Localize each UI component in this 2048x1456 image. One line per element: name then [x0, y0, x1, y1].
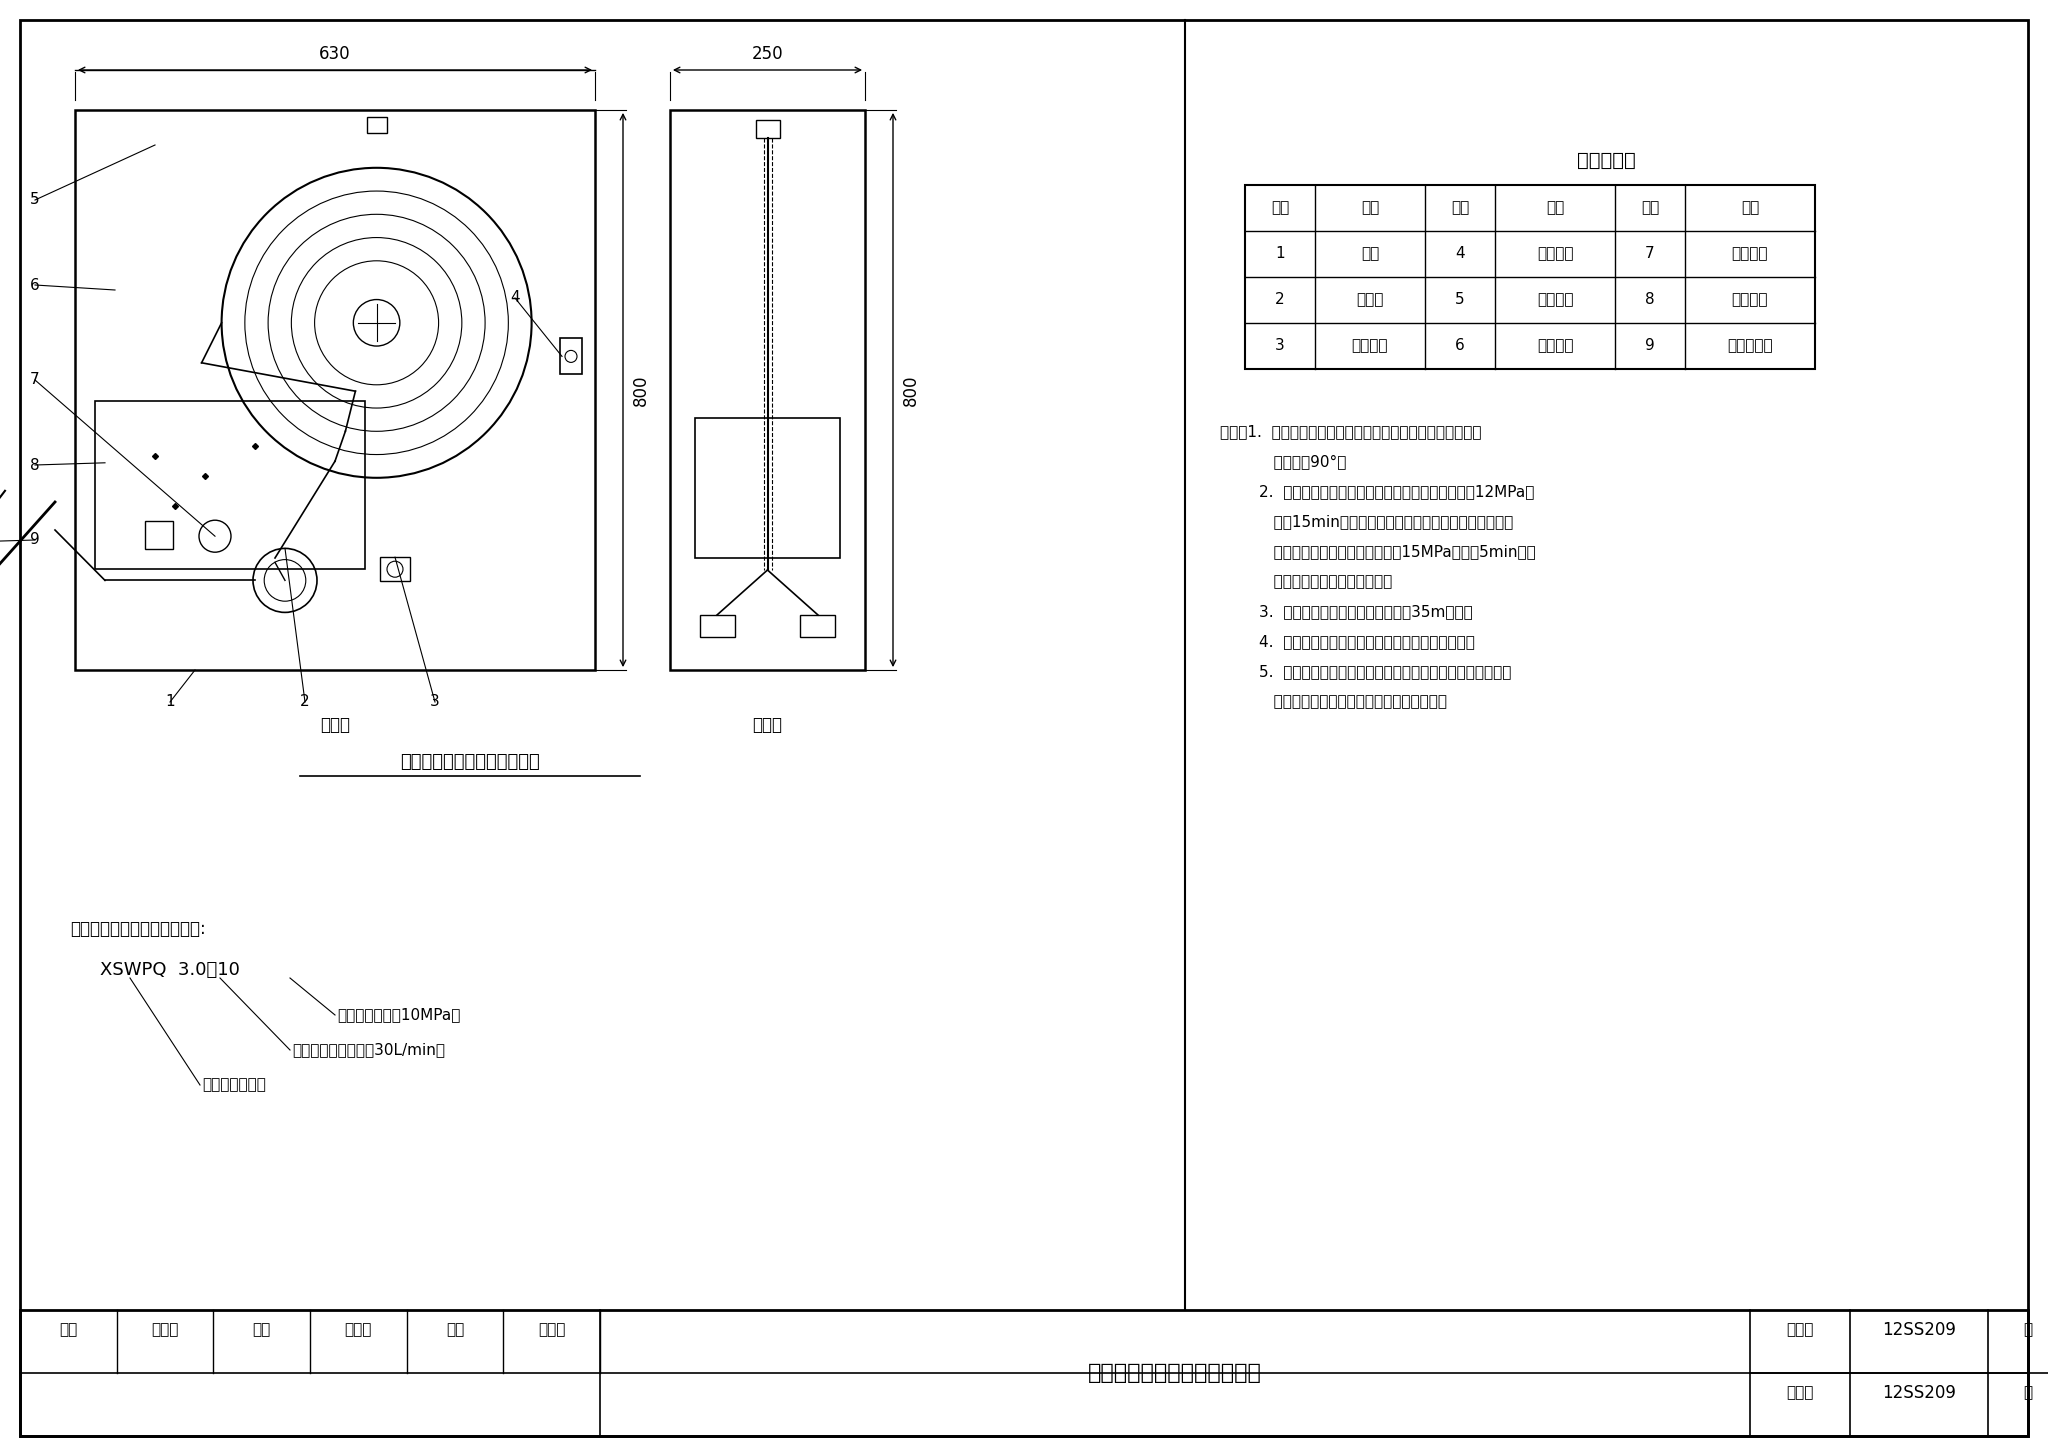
Text: 页: 页 — [2023, 1322, 2032, 1338]
Text: 手动按钮: 手动按钮 — [1733, 246, 1767, 262]
Text: 高压细水雾喷枪型号意义示例:: 高压细水雾喷枪型号意义示例: — [70, 920, 205, 938]
Text: 3.  高压细水雾喷枪的布置间距宜为35m左右。: 3. 高压细水雾喷枪的布置间距宜为35m左右。 — [1221, 604, 1473, 619]
Text: 12SS209: 12SS209 — [1882, 1385, 1956, 1402]
Text: 保压15min应无渗漏现象；细水雾喷枪和高压软管以及: 保压15min应无渗漏现象；细水雾喷枪和高压软管以及 — [1221, 514, 1513, 529]
Text: 7: 7 — [31, 373, 39, 387]
Text: 压力表: 压力表 — [1356, 293, 1384, 307]
Text: 7: 7 — [1645, 246, 1655, 262]
Text: XSWPQ  3.0－10: XSWPQ 3.0－10 — [100, 961, 240, 978]
Bar — [756, 119, 780, 138]
Text: 侧视图: 侧视图 — [752, 716, 782, 734]
Text: 4: 4 — [510, 291, 520, 306]
Text: 旋转支架: 旋转支架 — [1536, 338, 1573, 354]
Text: 软管卷盘: 软管卷盘 — [1536, 293, 1573, 307]
Bar — [700, 614, 735, 638]
Text: 高压细水雾喷枪箱组件布置图: 高压细水雾喷枪箱组件布置图 — [399, 753, 541, 772]
Text: 名称: 名称 — [1360, 201, 1378, 215]
Text: 名称: 名称 — [1741, 201, 1759, 215]
Bar — [670, 111, 864, 670]
Text: 蒋祖光: 蒋祖光 — [152, 1322, 178, 1338]
Text: 图集号: 图集号 — [1786, 1386, 1815, 1401]
Text: 高压软管: 高压软管 — [1733, 293, 1767, 307]
Text: 5: 5 — [31, 192, 39, 208]
Text: 高压球阀: 高压球阀 — [1352, 338, 1389, 354]
Text: 1: 1 — [166, 695, 174, 709]
Bar — [367, 116, 387, 132]
Text: 编号: 编号 — [1272, 201, 1288, 215]
Text: 箱体: 箱体 — [1360, 246, 1378, 262]
Text: 叶锦威: 叶锦威 — [539, 1322, 565, 1338]
Text: 4.  喷枪箱体外的电源线、信号线必须穿保护套管。: 4. 喷枪箱体外的电源线、信号线必须穿保护套管。 — [1221, 633, 1475, 649]
Text: 图集号: 图集号 — [1786, 1322, 1815, 1338]
Text: 5.  无特殊说明时，喷枪的箱门铰链设于右侧，门向右平开；: 5. 无特殊说明时，喷枪的箱门铰链设于右侧，门向右平开； — [1221, 664, 1511, 678]
Text: 无永久变形和结构损坏现象。: 无永久变形和结构损坏现象。 — [1221, 574, 1393, 590]
Text: 主要部件表: 主要部件表 — [1577, 150, 1636, 169]
Text: 5: 5 — [1456, 293, 1464, 307]
Text: 页: 页 — [2023, 1386, 2032, 1401]
Text: 校对: 校对 — [252, 1322, 270, 1338]
Text: 6: 6 — [31, 278, 39, 293]
Text: 喷枪工作压力（10MPa）: 喷枪工作压力（10MPa） — [338, 1008, 461, 1022]
Bar — [1245, 185, 1815, 368]
Text: 高压细水雾喷枪箱组件布置图: 高压细水雾喷枪箱组件布置图 — [1087, 1363, 1262, 1383]
Bar — [559, 338, 582, 374]
Text: 说明：1.  箱体安装部位应能使高压软管卷盘水平开启，且开启: 说明：1. 箱体安装部位应能使高压软管卷盘水平开启，且开启 — [1221, 424, 1481, 440]
Text: 250: 250 — [752, 45, 782, 63]
Text: 角度大于90°。: 角度大于90°。 — [1221, 454, 1346, 469]
Bar — [76, 111, 596, 670]
Text: 1: 1 — [1276, 246, 1284, 262]
Text: 回转接头连接的强度试验压力为15MPa，保压5min，应: 回转接头连接的强度试验压力为15MPa，保压5min，应 — [1221, 545, 1536, 559]
Text: 如需更改方向，设计或订货时应特别注明。: 如需更改方向，设计或订货时应特别注明。 — [1221, 695, 1448, 709]
Bar — [694, 418, 840, 558]
Text: 编号: 编号 — [1640, 201, 1659, 215]
Text: 9: 9 — [1645, 338, 1655, 354]
Text: 9: 9 — [31, 533, 39, 547]
Text: 陈新法: 陈新法 — [344, 1322, 373, 1338]
Text: 审核: 审核 — [59, 1322, 78, 1338]
Text: 4: 4 — [1456, 246, 1464, 262]
Bar — [801, 614, 836, 638]
Text: 630: 630 — [319, 45, 350, 63]
Text: 名称: 名称 — [1546, 201, 1565, 215]
Text: 8: 8 — [1645, 293, 1655, 307]
Text: 编号: 编号 — [1450, 201, 1468, 215]
Text: 2.  细水雾喷枪与高压软管连接后的密封试验压力为12MPa，: 2. 细水雾喷枪与高压软管连接后的密封试验压力为12MPa， — [1221, 483, 1534, 499]
Text: 设计: 设计 — [446, 1322, 465, 1338]
Text: 12SS209: 12SS209 — [1882, 1321, 1956, 1340]
Text: 前视图: 前视图 — [319, 716, 350, 734]
Bar — [20, 1310, 2028, 1436]
Text: 3: 3 — [430, 695, 440, 709]
Bar — [145, 521, 172, 549]
Text: 3: 3 — [1276, 338, 1284, 354]
Text: 2: 2 — [1276, 293, 1284, 307]
Text: 800: 800 — [633, 374, 649, 406]
Text: 8: 8 — [31, 457, 39, 473]
Text: 回转接头: 回转接头 — [1536, 246, 1573, 262]
Text: 高压细水雾喷枪: 高压细水雾喷枪 — [203, 1077, 266, 1092]
Text: 800: 800 — [901, 374, 920, 406]
Text: 细水雾喷枪: 细水雾喷枪 — [1726, 338, 1774, 354]
Text: 2: 2 — [301, 695, 309, 709]
Text: 喷枪流量系数（流量30L/min）: 喷枪流量系数（流量30L/min） — [293, 1042, 444, 1057]
Bar — [94, 402, 365, 569]
Bar — [381, 558, 410, 581]
Text: 6: 6 — [1456, 338, 1464, 354]
